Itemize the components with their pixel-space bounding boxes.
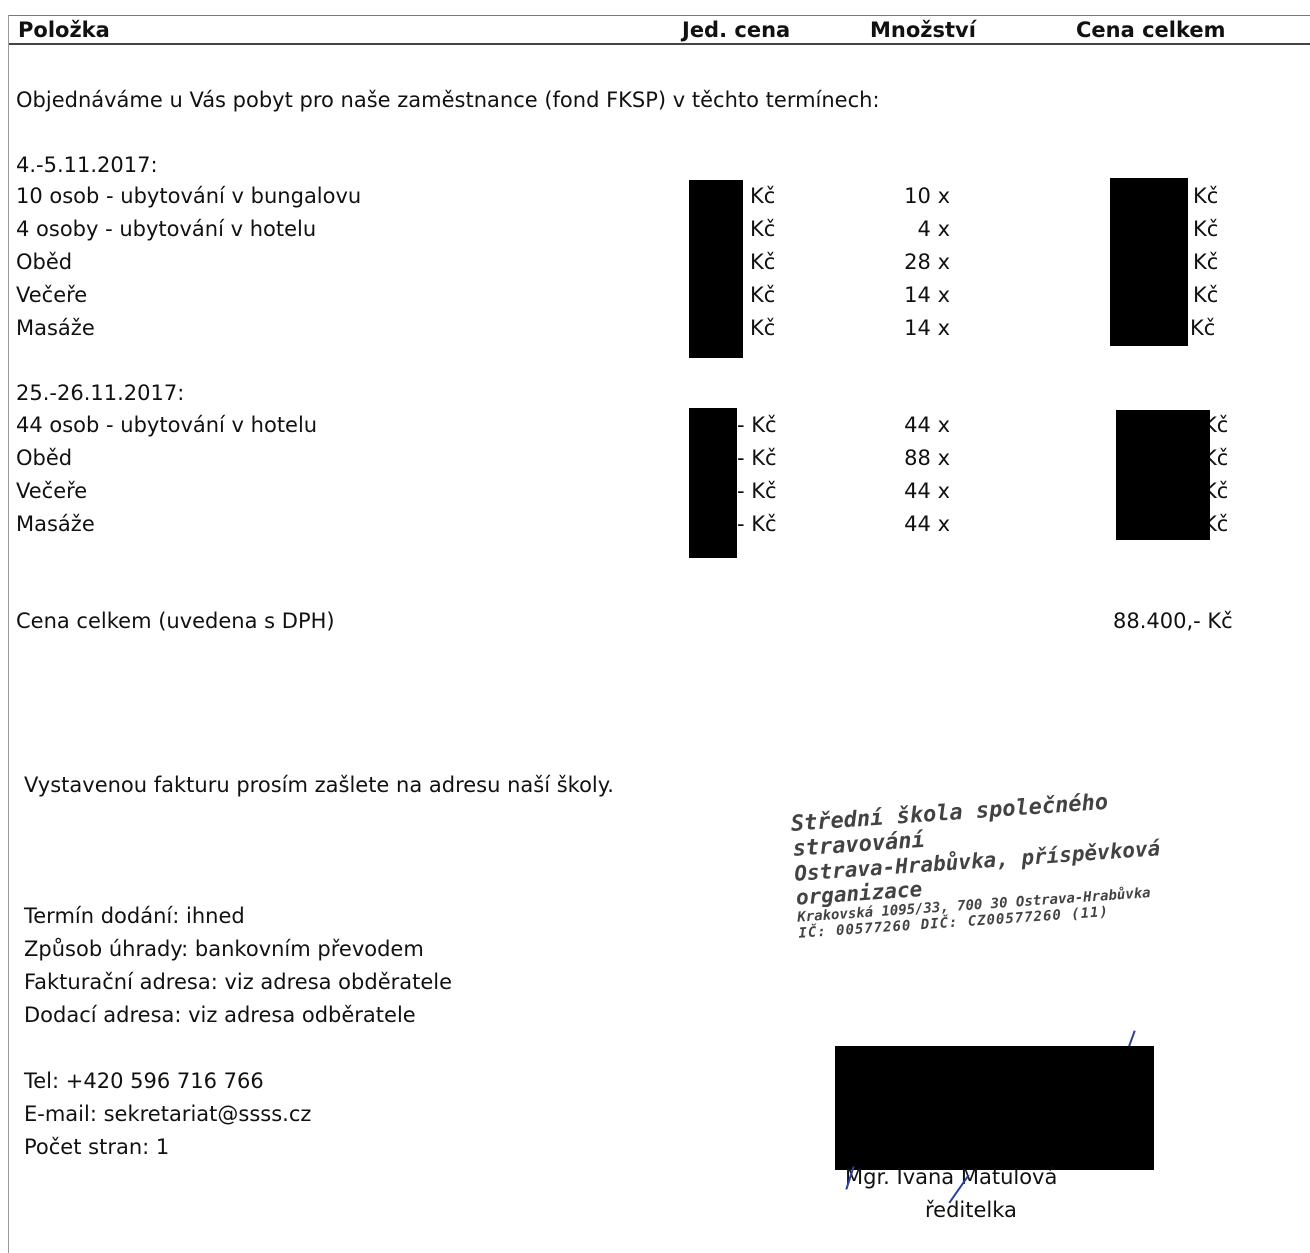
quantity-value: 44 x [904, 512, 950, 536]
unit-currency: Kč [750, 184, 776, 208]
line-item: 4 osoby - ubytování v hotelu [16, 217, 317, 241]
unit-currency: Kč [750, 283, 776, 307]
quantity-value: 10 x [904, 184, 950, 208]
quantity-value: 88 x [904, 446, 950, 470]
line-item: 44 osob - ubytování v hotelu [16, 413, 318, 437]
period-heading: 25.-26.11.2017: [16, 381, 185, 405]
term-line: Dodací adresa: viz adresa odběratele [24, 1003, 416, 1027]
line-item: Masáže [16, 512, 95, 536]
redaction-block [689, 180, 743, 358]
line-item: Masáže [16, 316, 95, 340]
total-currency: Kč [1193, 217, 1219, 241]
table-top-border [8, 15, 1310, 16]
column-header-unit-price: Jed. cena [682, 18, 791, 42]
grand-total-label: Cena celkem (uvedena s DPH) [16, 609, 335, 633]
unit-currency: - Kč [737, 446, 777, 470]
total-currency: Kč [1190, 316, 1216, 340]
term-line: Způsob úhrady: bankovním převodem [24, 937, 424, 961]
unit-currency: Kč [750, 250, 776, 274]
column-header-item: Položka [18, 18, 110, 42]
total-currency: Kč [1193, 250, 1219, 274]
line-item: 10 osob - ubytování v bungalovu [16, 184, 362, 208]
signatory-role: ředitelka [925, 1198, 1017, 1222]
quantity-value: 44 x [904, 479, 950, 503]
redaction-block [1110, 178, 1188, 346]
quantity-value: 28 x [904, 250, 950, 274]
line-item: Večeře [16, 283, 88, 307]
contact-line: E-mail: sekretariat@ssss.cz [24, 1102, 312, 1126]
column-header-quantity: Množství [870, 18, 976, 42]
unit-currency: - Kč [737, 512, 777, 536]
quantity-value: 14 x [904, 316, 950, 340]
redaction-block [689, 408, 737, 558]
invoice-note: Vystavenou fakturu prosím zašlete na adr… [24, 773, 614, 797]
line-item: Oběd [16, 446, 73, 470]
grand-total-value: 88.400,- Kč [1113, 609, 1233, 633]
total-currency: Kč [1193, 283, 1219, 307]
signatory-name: Mgr. Ivana Matulová [845, 1165, 1058, 1189]
quantity-value: 44 x [904, 413, 950, 437]
contact-line: Tel: +420 596 716 766 [24, 1069, 264, 1093]
contact-line: Počet stran: 1 [24, 1135, 170, 1159]
unit-currency: - Kč [737, 413, 777, 437]
left-border [8, 15, 9, 1253]
order-intro: Objednáváme u Vás pobyt pro naše zaměstn… [16, 88, 880, 112]
quantity-value: 4 x [917, 217, 950, 241]
header-divider [8, 43, 1310, 45]
signature-redaction [835, 1046, 1154, 1170]
total-currency: Kč [1193, 184, 1219, 208]
unit-currency: Kč [750, 316, 776, 340]
official-stamp: Střední škola společného stravování Ostr… [790, 786, 1171, 981]
redaction-block [1116, 410, 1210, 540]
period-heading: 4.-5.11.2017: [16, 153, 158, 177]
term-line: Termín dodání: ihned [24, 904, 245, 928]
quantity-value: 14 x [904, 283, 950, 307]
line-item: Oběd [16, 250, 73, 274]
term-line: Fakturační adresa: viz adresa obděratele [24, 970, 453, 994]
unit-currency: - Kč [737, 479, 777, 503]
unit-currency: Kč [750, 217, 776, 241]
line-item: Večeře [16, 479, 88, 503]
column-header-total: Cena celkem [1076, 18, 1226, 42]
